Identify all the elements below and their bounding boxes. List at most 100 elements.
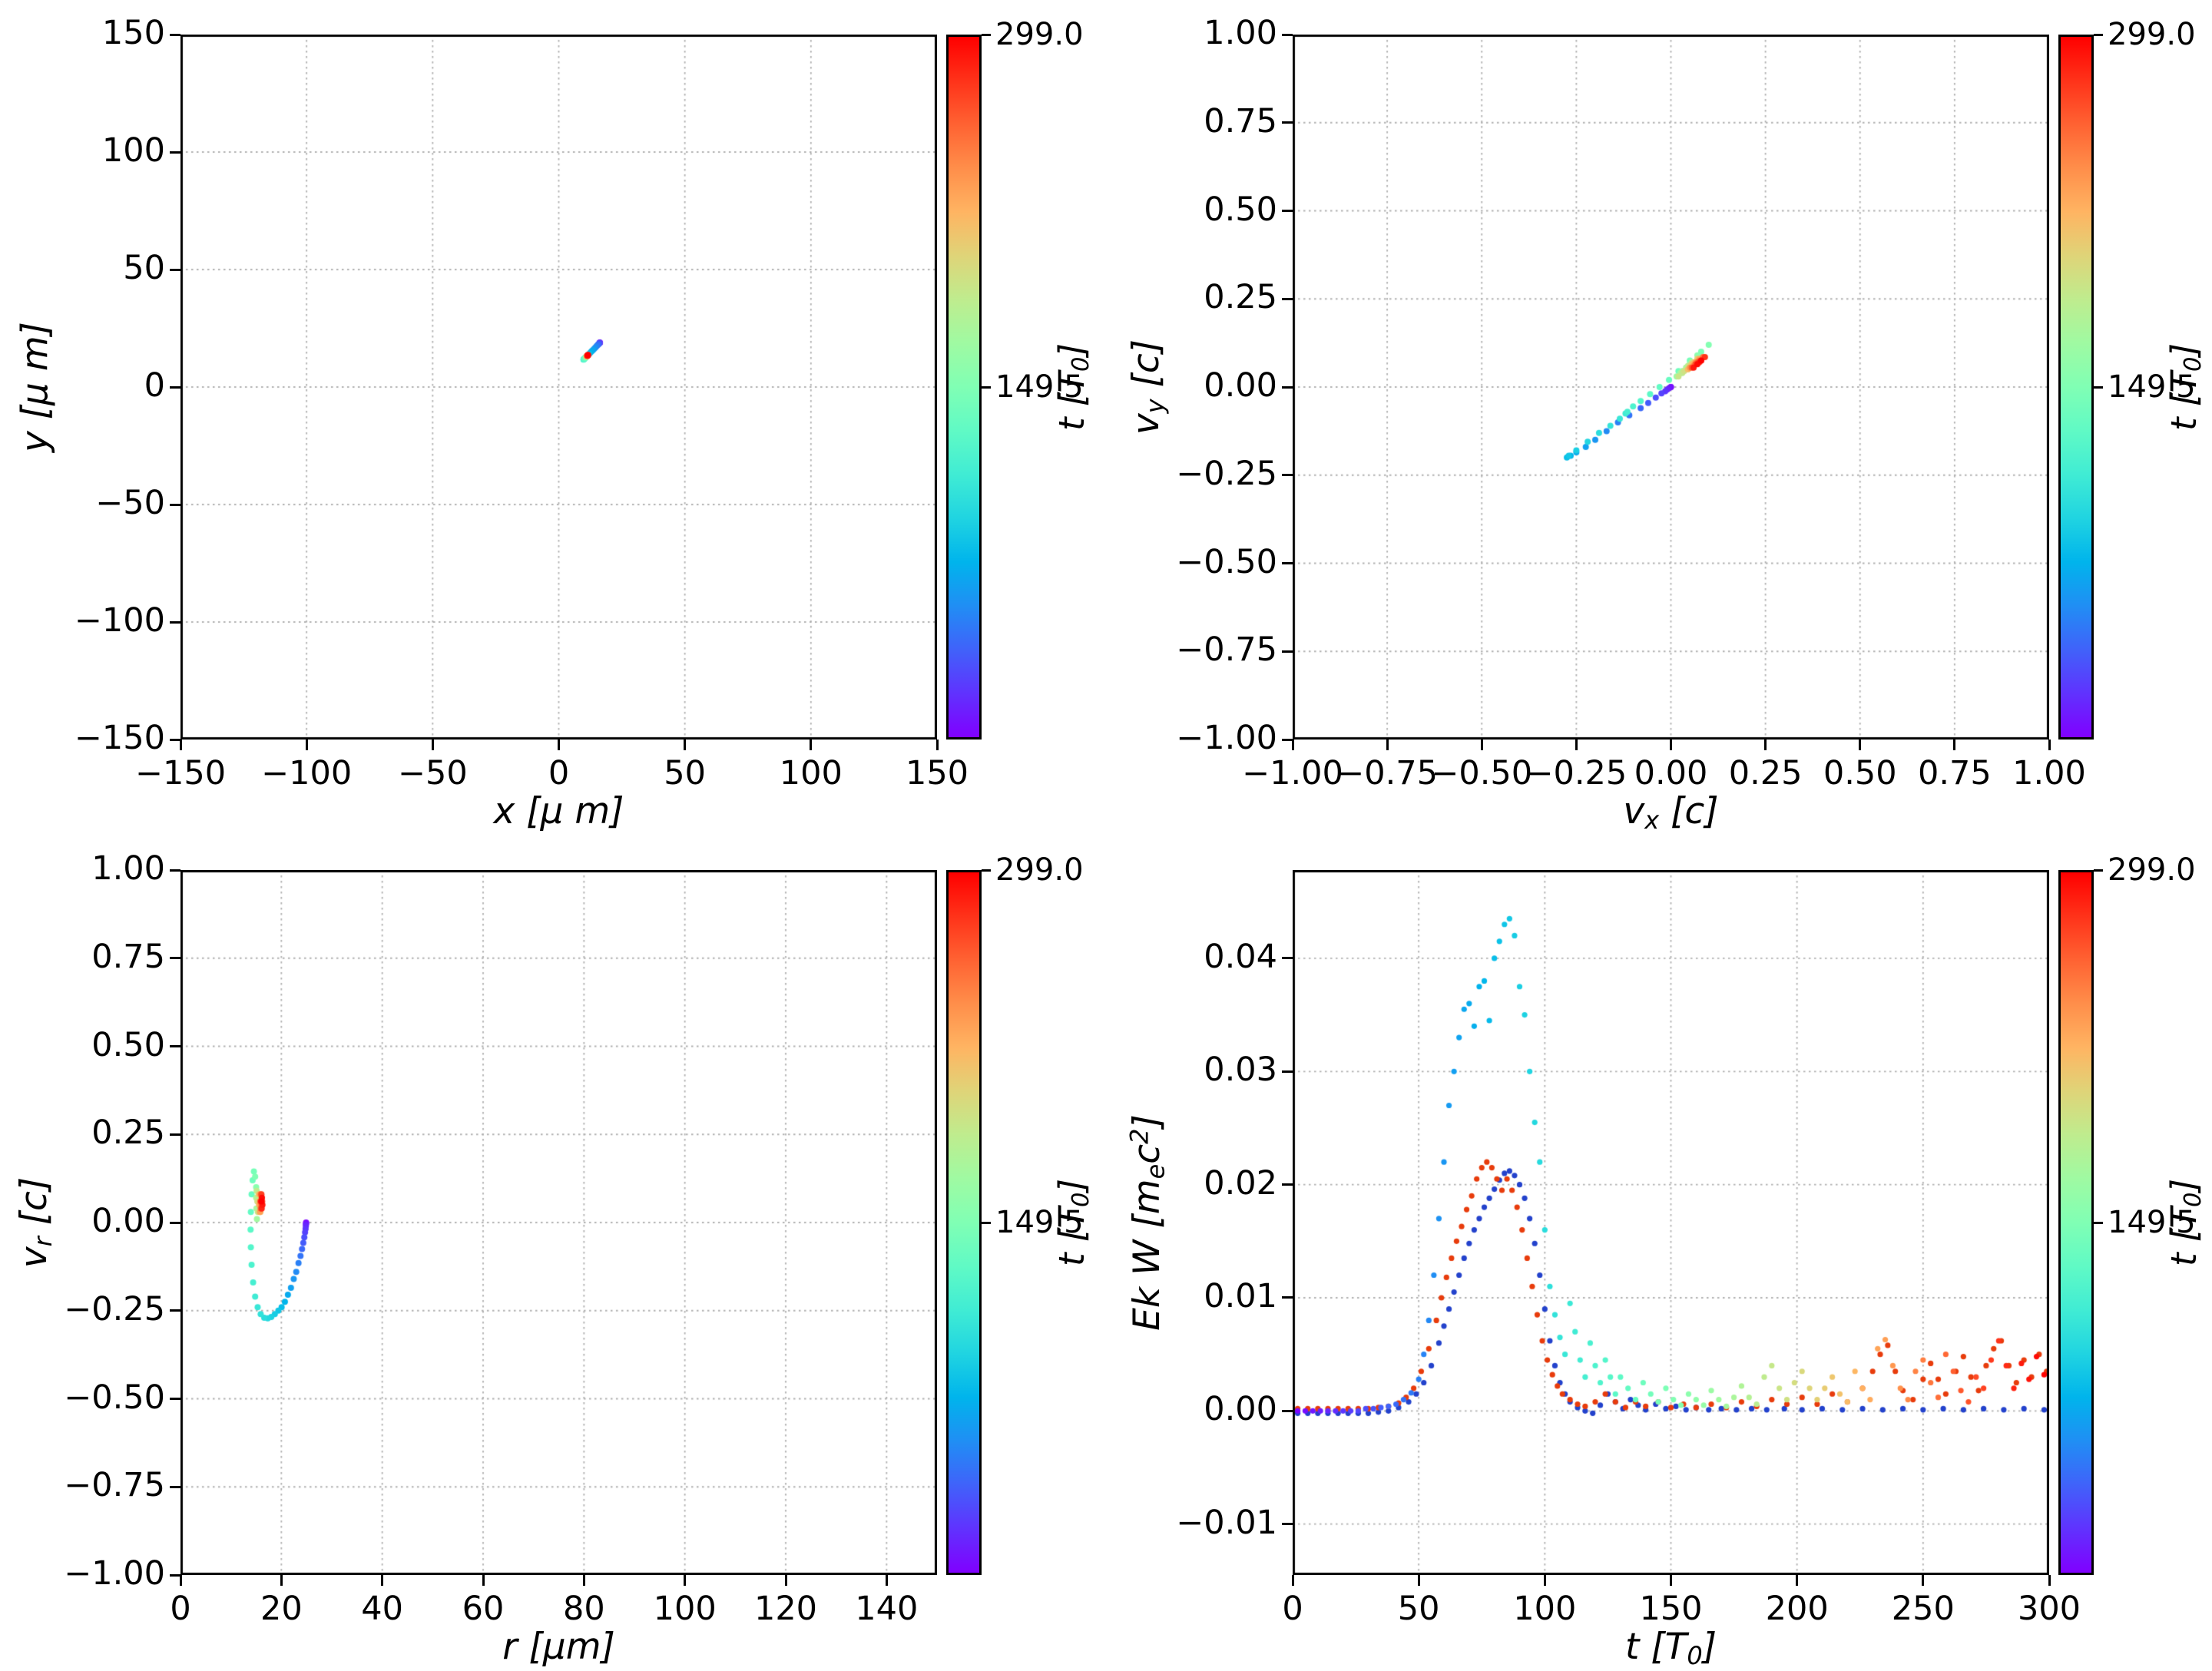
x-tick xyxy=(810,740,813,750)
y-tick xyxy=(170,33,180,36)
y-tick-label: 0.75 xyxy=(91,937,165,976)
x-tick-label: 0 xyxy=(548,754,570,792)
y-tick xyxy=(170,1398,180,1400)
y-tick xyxy=(170,869,180,872)
y-tick-label: 0.04 xyxy=(1204,937,1277,976)
label-segment: [c] xyxy=(13,1176,56,1237)
y-tick xyxy=(1282,957,1293,960)
y-tick xyxy=(1282,474,1293,477)
y-tick xyxy=(1282,210,1293,212)
y-tick xyxy=(170,503,180,506)
x-axis-label: x [μ m] xyxy=(493,790,624,832)
y-tick xyxy=(170,1221,180,1224)
y-tick xyxy=(170,1133,180,1136)
colorbar-tick-label: 299.0 xyxy=(2108,852,2196,888)
x-tick-label: 120 xyxy=(753,1590,818,1628)
label-segment: v xyxy=(1125,413,1168,435)
x-tick xyxy=(2048,740,2051,750)
x-tick-label: 100 xyxy=(779,754,843,792)
label-segment: ] xyxy=(1051,1178,1092,1193)
x-axis-label: r [μm] xyxy=(502,1626,615,1668)
label-segment: 0 xyxy=(2180,356,2207,372)
label-segment: ] xyxy=(1125,1114,1168,1129)
x-tick xyxy=(1575,740,1578,750)
label-segment: [c] xyxy=(1125,339,1168,399)
label-segment: Ek W xyxy=(1125,1228,1168,1331)
colorbar-tick-label: 149.5 xyxy=(2108,1205,2196,1240)
x-tick-label: 50 xyxy=(1397,1590,1440,1628)
label-segment: 0 xyxy=(2180,1192,2207,1208)
y-tick xyxy=(170,1573,180,1577)
y-tick xyxy=(1282,297,1293,300)
label-segment: c xyxy=(1125,1143,1168,1164)
y-tick xyxy=(170,1485,180,1488)
ekt-scatter-canvas xyxy=(1293,870,2049,1575)
x-tick xyxy=(1291,1575,1294,1586)
x-tick-label: 20 xyxy=(260,1590,303,1628)
label-segment: y [μ m] xyxy=(14,321,57,453)
y-tick xyxy=(170,738,180,741)
colorbar-label: t [T0] xyxy=(1051,343,1094,431)
label-segment: [T xyxy=(1051,1207,1092,1242)
x-tick-label: 100 xyxy=(1513,1590,1577,1628)
label-segment: r xyxy=(28,1236,58,1247)
y-tick xyxy=(170,1045,180,1047)
y-tick-label: −0.25 xyxy=(64,1289,165,1329)
colorbar-tick xyxy=(982,1221,991,1224)
label-segment: 0 xyxy=(1068,356,1095,372)
label-segment: [ xyxy=(1125,1214,1168,1229)
label-segment: [c] xyxy=(1659,790,1719,832)
colorbar-tick-label: 299.0 xyxy=(2108,17,2196,52)
colorbar xyxy=(946,35,982,740)
label-segment: ] xyxy=(2163,1178,2204,1193)
y-axis-label: Ek W [mec2] xyxy=(1124,1114,1170,1331)
x-tick-label: 250 xyxy=(1891,1590,1955,1628)
x-tick-label: −100 xyxy=(261,754,353,792)
subplot-xy: −150 −100 −50 0 50 100 150 150 100 50 0 −50 −100 −150… xyxy=(0,0,1112,836)
colorbar-tick-label: 149.5 xyxy=(2108,369,2196,405)
colorbar-tick xyxy=(2094,33,2103,36)
label-segment: y xyxy=(1140,399,1170,414)
label-segment: [T xyxy=(2163,372,2204,407)
x-tick-label: 200 xyxy=(1765,1590,1829,1628)
y-axis-label: y [μ m] xyxy=(15,322,57,452)
subplot-ekt: 0 50 100 150 200 250 300 0.04 0.03 0.02 0.01 0.00 −0… xyxy=(1112,836,2212,1671)
colorbar-label: t [T0] xyxy=(1051,1179,1094,1266)
y-tick xyxy=(1282,562,1293,564)
label-segment: 0 xyxy=(1687,1640,1703,1670)
x-tick xyxy=(885,1575,888,1586)
x-tick xyxy=(784,1575,787,1586)
x-axis-label: vx [c] xyxy=(1623,790,1718,835)
label-segment: t xyxy=(2163,406,2204,432)
x-tick xyxy=(1670,1575,1672,1586)
x-tick xyxy=(1953,740,1956,750)
y-tick xyxy=(1282,385,1293,389)
x-tick-label: 150 xyxy=(905,754,969,792)
colorbar-tick xyxy=(2094,1221,2103,1224)
y-tick xyxy=(1282,1523,1293,1526)
subplot-rvr: 0 20 40 60 80 100 120 140 1.00 0.75 0.50 0.25 0.00 −0… xyxy=(0,836,1112,1671)
x-tick xyxy=(482,1575,485,1586)
x-tick-label: 0.00 xyxy=(1634,754,1708,792)
x-tick-label: −150 xyxy=(134,754,227,792)
y-tick xyxy=(1282,1296,1293,1299)
y-tick-label: −0.50 xyxy=(1176,542,1277,581)
x-tick xyxy=(684,1575,687,1586)
y-tick-label: 0.50 xyxy=(1204,190,1277,229)
colorbar-tick xyxy=(2094,385,2103,389)
x-tick xyxy=(305,740,308,750)
y-tick-label: 0.00 xyxy=(91,1202,165,1240)
x-tick xyxy=(1764,740,1767,750)
label-segment: [T xyxy=(1051,372,1092,407)
colorbar xyxy=(2058,35,2094,740)
y-tick xyxy=(1282,121,1293,124)
x-tick xyxy=(1480,740,1483,750)
x-tick xyxy=(280,1575,283,1586)
colorbar-tick-label: 149.5 xyxy=(995,1205,1084,1240)
label-segment: [μm] xyxy=(528,1626,615,1668)
x-tick xyxy=(1417,1575,1420,1586)
label-segment: ] xyxy=(2163,342,2204,357)
y-tick-label: 0.75 xyxy=(1204,101,1277,141)
y-tick-label: −0.25 xyxy=(1176,454,1277,493)
y-tick-label: 1.00 xyxy=(1204,14,1277,52)
